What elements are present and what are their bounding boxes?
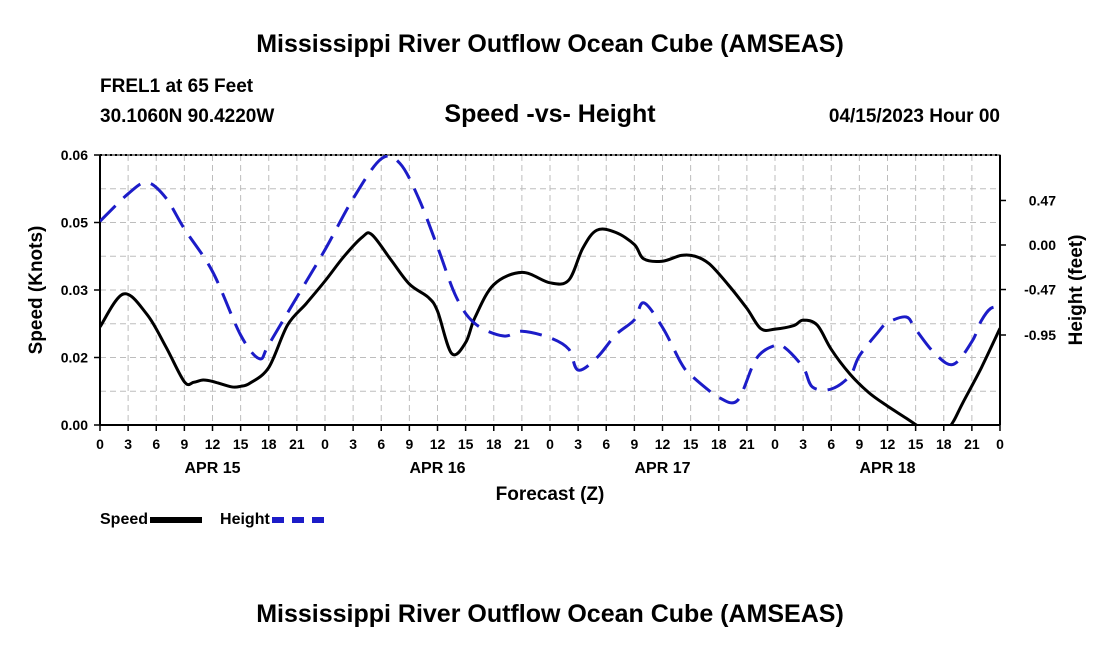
day-label: APR 17 [634, 460, 690, 477]
x-tick-label: 6 [827, 436, 835, 452]
x-tick-label: 6 [152, 436, 160, 452]
x-tick-label: 21 [964, 436, 980, 452]
x-tick-label: 9 [855, 436, 863, 452]
chart-subtitle: Speed -vs- Height [444, 100, 656, 128]
axis-labels: 0 3 6 9 12 15 18 21 0 3 6 9 12 15 18 21 0 3 6 9 12 15 18 21 0 3 6 9… [26, 147, 1087, 505]
legend-height-label: Height [220, 511, 270, 528]
x-tick-label: 15 [908, 436, 924, 452]
forecast-timestamp: 04/15/2023 Hour 00 [828, 106, 1000, 127]
y-tick-label: 0.06 [61, 147, 88, 163]
x-tick-label: 6 [602, 436, 610, 452]
x-tick-label: 18 [486, 436, 502, 452]
day-label: APR 16 [409, 460, 465, 477]
series-lines [100, 155, 1000, 425]
x-tick-label: 0 [771, 436, 779, 452]
x-tick-label: 21 [289, 436, 305, 452]
x-tick-label: 6 [377, 436, 385, 452]
y-tick-label: 0.05 [61, 215, 88, 231]
station-label: FREL1 at 65 Feet [100, 76, 254, 97]
y-tick-label: 0.02 [61, 350, 88, 366]
x-tick-label: 21 [514, 436, 530, 452]
x-tick-label: 0 [321, 436, 329, 452]
y2-tick-label: -0.47 [1024, 282, 1056, 298]
x-tick-label: 9 [405, 436, 413, 452]
legend-speed-label: Speed [100, 511, 149, 528]
day-label: APR 15 [184, 460, 240, 477]
y2-tick-label: -0.95 [1024, 327, 1056, 343]
grid-lines [100, 155, 1000, 425]
x-tick-label: 12 [880, 436, 896, 452]
y2-tick-label: 0.47 [1029, 192, 1056, 208]
legend-item-height: Height [220, 511, 324, 529]
bottom-title: Mississippi River Outflow Ocean Cube (AM… [256, 600, 844, 628]
x-tick-label: 3 [799, 436, 807, 452]
x-tick-label: 18 [261, 436, 277, 452]
x-tick-label: 12 [430, 436, 446, 452]
y-tick-label: 0.03 [61, 282, 88, 298]
x-tick-label: 3 [574, 436, 582, 452]
main-title: Mississippi River Outflow Ocean Cube (AM… [256, 30, 844, 58]
legend-item-speed: Speed [100, 511, 203, 529]
series-line-speed [100, 227, 1000, 425]
x-tick-label: 9 [180, 436, 188, 452]
x-tick-label: 0 [96, 436, 104, 452]
y2-axis-title: Height (feet) [1066, 235, 1087, 346]
x-axis-title: Forecast (Z) [496, 484, 605, 505]
x-tick-label: 15 [233, 436, 249, 452]
y-tick-label: 0.00 [61, 417, 88, 433]
day-label: APR 18 [859, 460, 915, 477]
x-tick-label: 15 [458, 436, 474, 452]
legend-height-swatch [271, 517, 324, 523]
x-tick-label: 0 [996, 436, 1004, 452]
x-tick-label: 12 [655, 436, 671, 452]
x-tick-label: 3 [349, 436, 357, 452]
coordinates-label: 30.1060N 90.4220W [100, 106, 275, 127]
x-tick-label: 9 [630, 436, 638, 452]
x-tick-label: 18 [936, 436, 952, 452]
x-tick-label: 15 [683, 436, 699, 452]
y2-tick-label: 0.00 [1029, 237, 1056, 253]
x-tick-label: 21 [739, 436, 755, 452]
x-tick-label: 0 [546, 436, 554, 452]
axes [94, 154, 1006, 431]
legend-speed-swatch [150, 517, 203, 523]
x-tick-label: 3 [124, 436, 132, 452]
legend: Speed Height [100, 508, 342, 532]
series-line-height [100, 155, 1000, 405]
x-tick-label: 12 [205, 436, 221, 452]
x-tick-label: 18 [711, 436, 727, 452]
y-axis-title: Speed (Knots) [26, 226, 47, 355]
